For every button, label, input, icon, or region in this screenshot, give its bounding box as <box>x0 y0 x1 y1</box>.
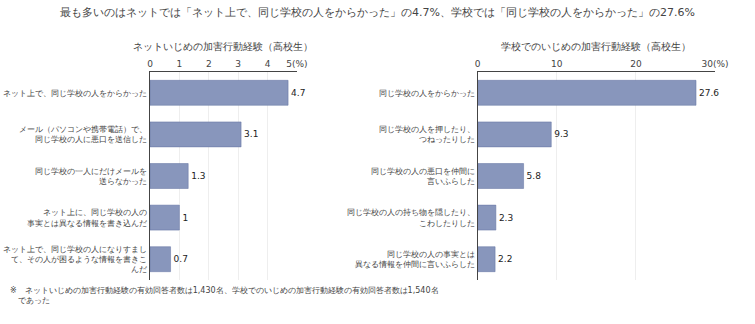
svg-text:同じ学校の人をからかった: 同じ学校の人をからかった <box>379 89 475 98</box>
svg-text:同じ学校の人の悪口を仲間に言いふらした: 同じ学校の人の悪口を仲間に言いふらした <box>371 167 475 186</box>
svg-text:9.3: 9.3 <box>554 129 568 139</box>
svg-text:※ ネットいじめの加害行動経験の有効回答者数は1,430名、: ※ ネットいじめの加害行動経験の有効回答者数は1,430名、学校でのいじめの加害… <box>10 286 439 305</box>
svg-text:30(%): 30(%) <box>701 59 728 69</box>
svg-text:27.6: 27.6 <box>699 88 719 98</box>
svg-text:同じ学校の人の持ち物を隠したり、こわしたりした: 同じ学校の人の持ち物を隠したり、こわしたりした <box>347 208 475 227</box>
svg-text:10: 10 <box>551 59 563 69</box>
svg-text:2.3: 2.3 <box>499 213 513 223</box>
svg-text:0: 0 <box>147 59 153 69</box>
svg-text:3.1: 3.1 <box>244 129 258 139</box>
svg-text:ネット上に、同じ学校の人の事実とは異なる情報を書き込んだ: ネット上に、同じ学校の人の事実とは異なる情報を書き込んだ <box>27 208 147 227</box>
svg-text:1.3: 1.3 <box>191 171 205 181</box>
svg-text:1: 1 <box>182 213 188 223</box>
svg-text:学校でのいじめの加害行動経験（高校生）: 学校でのいじめの加害行動経験（高校生） <box>501 41 691 52</box>
svg-text:5(%): 5(%) <box>286 59 307 69</box>
svg-text:20: 20 <box>630 59 642 69</box>
svg-text:0.7: 0.7 <box>174 254 188 264</box>
svg-text:最も多いのはネットでは「ネット上で、同じ学校の人をからかった: 最も多いのはネットでは「ネット上で、同じ学校の人をからかった」の4.7%、学校で… <box>60 6 695 19</box>
svg-text:2.2: 2.2 <box>498 254 512 264</box>
svg-text:メール（パソコンや携帯電話）で、同じ学校の人に悪口を送信した: メール（パソコンや携帯電話）で、同じ学校の人に悪口を送信した <box>19 125 147 144</box>
svg-text:0: 0 <box>475 59 481 69</box>
svg-text:1: 1 <box>177 59 183 69</box>
svg-text:同じ学校の人を押したり、つねったりした: 同じ学校の人を押したり、つねったりした <box>379 125 475 144</box>
svg-text:2: 2 <box>206 59 212 69</box>
svg-text:4.7: 4.7 <box>291 88 305 98</box>
svg-text:同じ学校の人の事実とは異なる情報を仲間に言いふらした: 同じ学校の人の事実とは異なる情報を仲間に言いふらした <box>355 250 475 269</box>
svg-text:同じ学校の一人にだけメールを送らなかった: 同じ学校の一人にだけメールを送らなかった <box>35 167 147 186</box>
svg-text:ネットいじめの加害行動経験（高校生）: ネットいじめの加害行動経験（高校生） <box>133 41 313 52</box>
svg-text:3: 3 <box>235 59 241 69</box>
svg-text:ネット上で、同じ学校の人をからかった: ネット上で、同じ学校の人をからかった <box>3 89 147 98</box>
svg-text:ネット上で、同じ学校の人になりすまして、その人が困るような情: ネット上で、同じ学校の人になりすまして、その人が困るような情報を書きこんだ <box>3 245 147 275</box>
svg-text:5.8: 5.8 <box>527 171 542 181</box>
svg-text:4: 4 <box>265 59 271 69</box>
